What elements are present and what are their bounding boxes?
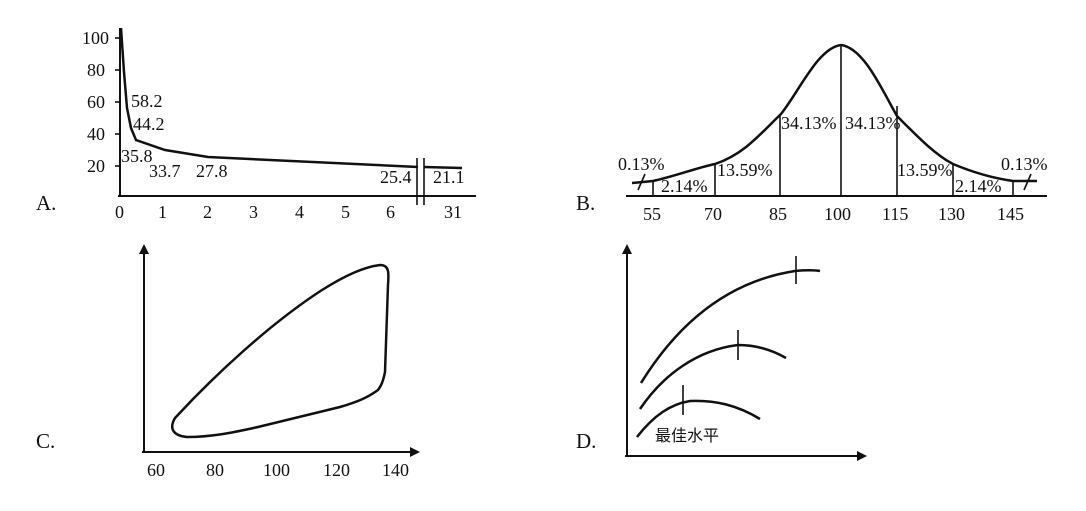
- panel-a-x-tick: 3: [249, 202, 258, 222]
- panel-c-x-tick: 120: [323, 460, 350, 480]
- panel-b-segment-label: 13.59%: [897, 160, 953, 180]
- panel-a-curve-tail: [423, 165, 463, 170]
- panel-b-x-ticks: 55 70 85 100 115 130 145: [643, 204, 1024, 224]
- panel-d-curve-middle: [638, 343, 787, 410]
- panel-b-segment-label: 34.13%: [781, 113, 837, 133]
- panel-d-label: D.: [576, 429, 596, 453]
- panel-c-x-ticks: 60 80 100 120 140: [147, 460, 409, 480]
- panel-b-segment-label: 2.14%: [661, 176, 708, 196]
- panel-d-optimal-annotation: 最佳水平: [655, 426, 719, 445]
- panel-a-label: A.: [36, 191, 56, 215]
- panel-a-data-label: 21.1: [433, 167, 465, 187]
- panel-a-data-label: 27.8: [196, 161, 228, 181]
- panel-b: B. 0.13% 2.14% 13.59% 34.13% 34.13% 13.5…: [576, 43, 1048, 224]
- panel-a-x-tick: 2: [203, 202, 212, 222]
- panel-a-data-label: 25.4: [380, 167, 412, 187]
- panel-c-loop-curve: [170, 263, 390, 439]
- panel-a-data-label: 35.8: [121, 146, 153, 166]
- panel-b-segment-label: 2.14%: [955, 176, 1002, 196]
- panel-b-segment-label: 0.13%: [618, 154, 665, 174]
- panel-b-x-tick: 70: [704, 204, 722, 224]
- panel-d-curve-top: [639, 269, 821, 384]
- panel-a-x-tick: 0: [115, 202, 124, 222]
- panel-a: A. 20 40 60 80 100 0 1 2 3 4 5 6 31: [36, 27, 476, 222]
- panel-b-label: B.: [576, 191, 595, 215]
- panel-b-tail-mark: [637, 173, 646, 191]
- panel-a-x-tick: 31: [444, 202, 462, 222]
- panel-b-x-tick: 145: [997, 204, 1024, 224]
- panel-b-x-tick: 55: [643, 204, 661, 224]
- panel-a-x-tick: 5: [341, 202, 350, 222]
- panel-c-x-tick: 80: [206, 460, 224, 480]
- panel-a-y-tick: 60: [87, 92, 105, 112]
- panel-d: D. 最佳水平: [576, 244, 867, 461]
- panel-b-x-tick: 100: [824, 204, 851, 224]
- panel-a-data-label: 58.2: [131, 91, 163, 111]
- panel-a-x-ticks: 0 1 2 3 4 5 6 31: [115, 202, 462, 222]
- panel-a-x-tick: 1: [158, 202, 167, 222]
- panel-a-y-ticks: 20 40 60 80 100: [82, 28, 120, 176]
- panel-a-data-label: 33.7: [149, 161, 181, 181]
- panel-a-y-tick: 100: [82, 28, 109, 48]
- panel-b-x-tick: 85: [769, 204, 787, 224]
- panel-a-curve: [119, 27, 419, 169]
- panel-a-y-tick: 40: [87, 124, 105, 144]
- panel-b-segment-label: 13.59%: [717, 160, 773, 180]
- panel-c-x-tick: 100: [263, 460, 290, 480]
- panel-a-y-tick: 20: [87, 156, 105, 176]
- panel-c-x-tick: 60: [147, 460, 165, 480]
- panel-b-dividers: [652, 45, 1014, 196]
- panel-c-label: C.: [36, 429, 55, 453]
- panel-a-x-tick: 4: [295, 202, 304, 222]
- panel-b-segment-label: 0.13%: [1001, 154, 1048, 174]
- panel-a-y-tick: 80: [87, 60, 105, 80]
- panel-a-x-tick: 6: [386, 202, 395, 222]
- panel-d-curve-bottom: [636, 399, 761, 438]
- panel-c-x-tick: 140: [382, 460, 409, 480]
- panel-a-data-label: 44.2: [133, 114, 165, 134]
- panel-a-data-labels: 58.2 44.2 35.8 33.7 27.8 25.4 21.1: [121, 91, 465, 187]
- panel-b-segment-label: 34.13%: [845, 113, 901, 133]
- panel-b-x-tick: 130: [938, 204, 965, 224]
- panel-b-tail-mark: [1023, 173, 1032, 191]
- panel-b-segment-labels: 0.13% 2.14% 13.59% 34.13% 34.13% 13.59% …: [618, 113, 1048, 196]
- panel-c: C. 60 80 100 120 140: [36, 244, 420, 480]
- panel-b-x-tick: 115: [882, 204, 908, 224]
